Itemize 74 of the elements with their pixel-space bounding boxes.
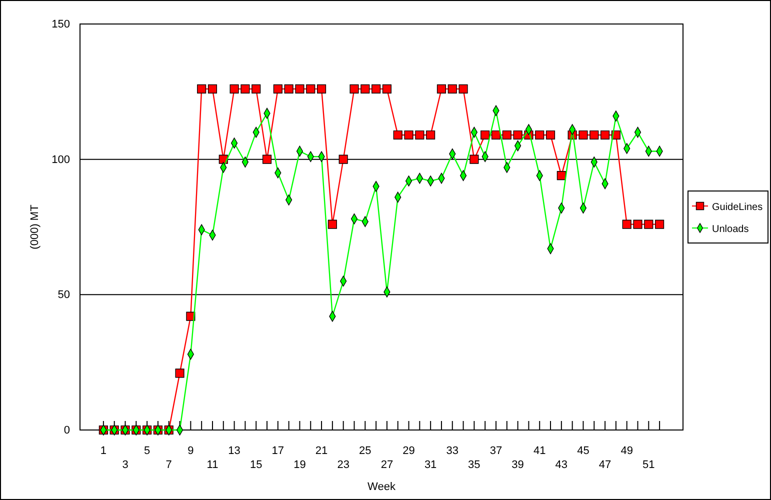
point xyxy=(197,84,206,94)
x-tick-label: 17 xyxy=(272,444,284,457)
point xyxy=(502,130,512,140)
point xyxy=(360,84,370,94)
point xyxy=(295,84,304,94)
point xyxy=(230,84,239,94)
y-tick-label: 50 xyxy=(58,289,70,302)
point xyxy=(404,130,414,140)
point xyxy=(578,130,588,140)
point xyxy=(175,368,184,378)
x-tick-label: 41 xyxy=(533,444,546,457)
point xyxy=(513,130,522,140)
point xyxy=(448,84,457,94)
x-tick-label: 29 xyxy=(402,444,415,457)
point xyxy=(316,84,326,94)
point xyxy=(338,154,348,164)
point xyxy=(644,220,654,229)
x-tick-label: 45 xyxy=(577,444,590,457)
x-tick-label: 21 xyxy=(315,444,328,457)
x-tick-label: 19 xyxy=(294,458,306,471)
point xyxy=(633,220,642,229)
y-tick-label: 100 xyxy=(52,154,70,166)
x-tick-label: 25 xyxy=(359,444,372,457)
x-tick-label: 5 xyxy=(144,444,150,457)
point xyxy=(372,84,381,94)
y-tick-label: 0 xyxy=(64,424,70,437)
point xyxy=(273,84,282,94)
x-tick-label: 15 xyxy=(250,458,262,471)
x-tick-label: 49 xyxy=(620,444,633,457)
x-tick-label: 47 xyxy=(598,458,612,471)
x-tick-label: 3 xyxy=(122,458,128,471)
x-tick-label: 11 xyxy=(206,458,218,471)
x-tick-label: 43 xyxy=(555,458,568,471)
legend-label: GuideLines xyxy=(712,202,763,213)
point xyxy=(382,84,392,94)
point xyxy=(284,84,294,94)
x-tick-label: 9 xyxy=(188,444,194,457)
legend-label: Unloads xyxy=(712,224,749,235)
point xyxy=(328,220,337,229)
point xyxy=(622,220,632,229)
x-tick-label: 23 xyxy=(337,458,350,471)
x-tick-label: 31 xyxy=(424,458,437,471)
point xyxy=(590,130,599,140)
point xyxy=(252,84,261,94)
x-tick-label: 27 xyxy=(380,458,394,471)
point xyxy=(393,130,402,140)
point xyxy=(556,171,566,180)
x-tick-label: 33 xyxy=(446,444,458,457)
point xyxy=(240,84,250,94)
point xyxy=(415,130,424,140)
point xyxy=(208,84,218,94)
x-tick-label: 37 xyxy=(490,444,502,457)
point xyxy=(600,130,610,140)
x-tick-label: 13 xyxy=(228,444,240,457)
x-tick-label: 51 xyxy=(642,458,655,471)
y-tick-label: 150 xyxy=(52,18,70,31)
point xyxy=(350,84,359,94)
x-tick-label: 1 xyxy=(100,444,107,457)
y-axis-title: (000) MT xyxy=(29,204,41,250)
point xyxy=(546,130,556,140)
point xyxy=(306,84,316,94)
x-tick-label: 7 xyxy=(166,458,172,471)
x-tick-label: 39 xyxy=(512,458,524,471)
point xyxy=(426,130,436,140)
point xyxy=(458,84,468,94)
x-tick-label: 35 xyxy=(468,458,480,471)
point xyxy=(262,154,272,164)
point xyxy=(470,154,479,164)
point xyxy=(480,130,490,140)
point xyxy=(655,220,664,229)
point xyxy=(535,130,544,140)
point xyxy=(491,130,501,140)
x-axis-title: Week xyxy=(368,481,396,493)
point xyxy=(436,84,446,94)
